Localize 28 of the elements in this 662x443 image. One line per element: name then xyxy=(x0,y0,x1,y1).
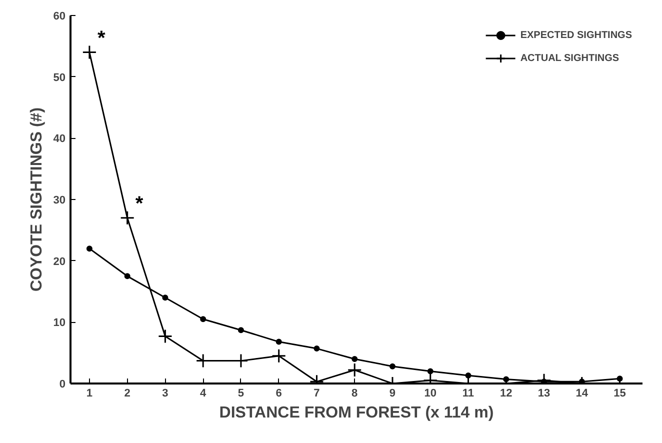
y-tick-label: 40 xyxy=(53,133,66,146)
x-tick-label: 14 xyxy=(576,388,589,400)
x-tick-label: 11 xyxy=(462,388,474,400)
x-axis-title: DISTANCE FROM FOREST (x 114 m) xyxy=(219,404,494,422)
x-tick-label: 8 xyxy=(352,388,358,400)
y-axis-title: COYOTE SIGHTINGS (#) xyxy=(28,107,46,292)
x-tick-label: 3 xyxy=(162,388,168,400)
annotation: * xyxy=(98,27,106,50)
x-tick-label: 12 xyxy=(500,388,512,400)
x-tick-label: 1 xyxy=(86,388,93,400)
legend-label: ACTUAL SIGHTINGS xyxy=(520,52,620,64)
x-tick-label: 4 xyxy=(200,388,208,400)
y-tick-label: 60 xyxy=(53,10,66,22)
y-tick-label: 50 xyxy=(53,72,66,84)
y-tick-label: 30 xyxy=(53,194,66,206)
x-tick-label: 9 xyxy=(389,388,396,400)
x-tick-label: 5 xyxy=(238,388,244,400)
x-tick-label: 13 xyxy=(538,388,550,400)
annotation: * xyxy=(135,192,144,215)
x-tick-label: 6 xyxy=(276,388,282,400)
y-tick-label: 20 xyxy=(53,256,66,268)
y-tick-label: 0 xyxy=(59,378,66,390)
x-tick-label: 10 xyxy=(424,388,436,400)
legend-label: EXPECTED SIGHTINGS xyxy=(520,30,632,40)
x-tick-label: 2 xyxy=(124,388,130,400)
y-tick-label: 10 xyxy=(53,317,66,330)
x-tick-label: 7 xyxy=(314,388,320,400)
x-tick-label: 15 xyxy=(614,388,626,400)
